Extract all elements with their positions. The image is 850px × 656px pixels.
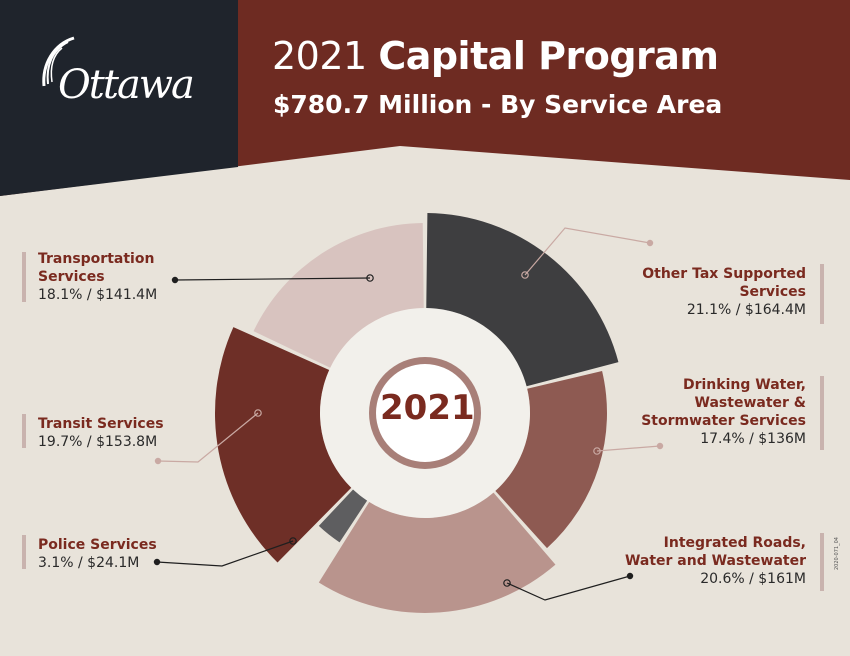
label-other-tax-name-2: Services [739,284,806,300]
page-title: 2021 Capital Program [272,34,719,78]
label-bar-drinking-water [820,376,824,450]
chart-center-label: 2021 [380,388,475,428]
label-police-name: Police Services [38,537,157,553]
leader-dot [521,271,529,279]
leader-dot [646,239,654,247]
slice-integrated-roads-water-and-wastewater [318,492,556,613]
ottawa-logo-text: Ottawa [58,62,195,108]
slice-drinking-water-wastewater-stormwater-services [495,370,607,549]
label-transportation: Transportation Services 18.1% / $141.4M [38,250,157,304]
label-integrated-roads: Integrated Roads, Water and Wastewater 2… [625,534,806,588]
leader-dot [366,274,374,282]
slice-other-tax-supported-services [426,213,619,387]
leader-line [157,412,259,463]
leader-dot [153,558,161,566]
document-code: 2020-071_04 [834,537,840,570]
leader-dot [626,572,634,580]
label-roads-value: 20.6% / $161M [700,571,806,587]
label-bar-transit [22,414,26,448]
label-roads-name-1: Integrated Roads, [663,535,806,551]
label-roads-name-2: Water and Wastewater [624,553,806,569]
label-police: Police Services 3.1% / $24.1M [38,536,157,572]
slice-police-services [318,489,368,543]
label-drinking-value: 17.4% / $136M [700,431,806,447]
label-other-tax: Other Tax Supported Services 21.1% / $16… [642,265,806,319]
leader-line [596,445,661,452]
label-bar-police [22,535,26,569]
title-program: Capital Program [378,34,719,78]
slice-transportation-services [253,223,424,368]
label-transit: Transit Services 19.7% / $153.8M [38,415,164,451]
label-drinking-name-2: Wastewater & [694,395,806,411]
center-disc [376,364,474,462]
label-bar-transportation [22,252,26,302]
leader-line [174,277,371,281]
label-other-tax-value: 21.1% / $164.4M [686,302,806,318]
leader-dot [154,457,162,465]
leader-line [506,575,631,601]
label-bar-other-tax [820,264,824,324]
label-bar-integrated-roads [820,533,824,591]
label-transportation-value: 18.1% / $141.4M [38,287,158,303]
leader-dot [254,409,262,417]
label-transit-value: 19.7% / $153.8M [38,434,158,450]
label-police-value: 3.1% / $24.1M [38,555,140,571]
ottawa-logo-icon [42,36,75,87]
leader-dot [289,537,297,545]
label-transit-name: Transit Services [38,416,164,432]
slice-transit-services [215,327,352,563]
leader-line [156,540,294,567]
leader-dot [593,447,601,455]
label-drinking-name-3: Stormwater Services [641,413,806,429]
label-transportation-name-1: Transportation [38,251,155,267]
leader-dot [656,442,664,450]
label-drinking-water: Drinking Water, Wastewater & Stormwater … [641,376,806,448]
leader-dot [171,276,179,284]
label-drinking-name-1: Drinking Water, [682,377,806,393]
label-transportation-name-2: Services [38,269,105,285]
label-other-tax-name-1: Other Tax Supported [642,266,806,282]
title-year: 2021 [272,34,367,78]
page-subtitle: $780.7 Million - By Service Area [273,90,723,119]
leader-line [524,227,651,276]
leader-dot [503,579,511,587]
